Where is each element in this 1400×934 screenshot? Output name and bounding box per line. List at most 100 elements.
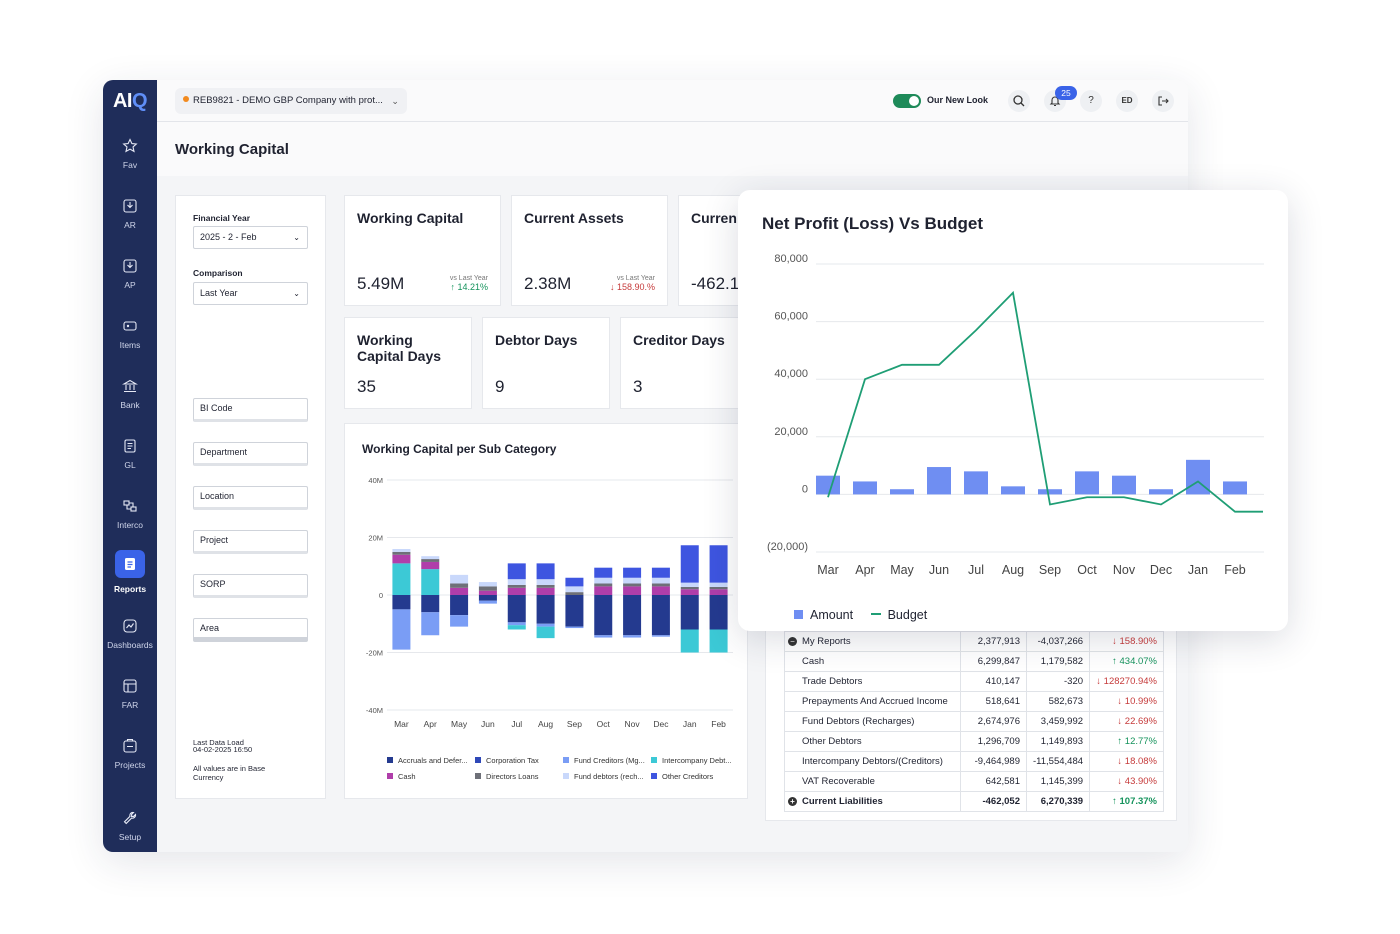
bar-segment[interactable] (623, 586, 642, 595)
bar-segment[interactable] (478, 600, 497, 604)
amount-bar[interactable] (890, 489, 914, 495)
bar-segment[interactable] (392, 563, 411, 595)
bar-segment[interactable] (478, 590, 497, 595)
amount-bar[interactable] (853, 481, 877, 495)
bar-segment[interactable] (623, 635, 642, 638)
bar-segment[interactable] (421, 595, 440, 613)
bar-segment[interactable] (421, 612, 440, 636)
kpi-working-capital-days[interactable]: Working Capital Days 35 (344, 317, 472, 409)
bar-segment[interactable] (623, 595, 642, 636)
bar-segment[interactable] (421, 559, 440, 562)
bar-segment[interactable] (594, 595, 613, 636)
bar-segment[interactable] (536, 584, 555, 588)
bar-segment[interactable] (680, 629, 699, 653)
legend-item[interactable]: Fund Creditors (Mg... (563, 756, 645, 765)
sidebar-item-items[interactable]: Items (103, 318, 157, 366)
table-row[interactable]: − My Reports 2,377,913 -4,037,266 ↓ 158.90% (784, 631, 1165, 652)
sidebar-item-dashboards[interactable]: Dashboards (103, 618, 157, 666)
bar-segment[interactable] (709, 589, 728, 595)
amount-bar[interactable] (1075, 471, 1099, 495)
bar-segment[interactable] (651, 577, 670, 584)
sidebar-item-projects[interactable]: Projects (103, 738, 157, 786)
bar-segment[interactable] (450, 583, 469, 588)
legend-item[interactable]: Fund debtors (rech... (563, 772, 644, 781)
bar-segment[interactable] (709, 545, 728, 583)
bar-segment[interactable] (478, 595, 497, 601)
sidebar-item-ap[interactable]: AP (103, 258, 157, 306)
legend-item[interactable]: Accruals and Defer... (387, 756, 468, 765)
bar-segment[interactable] (623, 567, 642, 578)
bar-segment[interactable] (651, 595, 670, 636)
bar-segment[interactable] (594, 577, 613, 584)
bar-segment[interactable] (507, 563, 526, 580)
bar-segment[interactable] (507, 579, 526, 585)
bar-segment[interactable] (565, 595, 584, 627)
company-selector[interactable]: REB9821 - DEMO GBP Company with prot... … (175, 88, 407, 114)
bar-segment[interactable] (392, 549, 411, 552)
bar-segment[interactable] (536, 623, 555, 627)
bar-segment[interactable] (507, 595, 526, 623)
amount-bar[interactable] (1038, 489, 1062, 495)
expand-icon[interactable]: + (788, 797, 797, 806)
budget-line[interactable] (827, 290, 1263, 513)
kpi-creditor-days[interactable]: Creditor Days 3 (620, 317, 748, 409)
bar-segment[interactable] (594, 586, 613, 595)
bar-segment[interactable] (594, 567, 613, 578)
table-row[interactable]: + Current Liabilities -462,052 6,270,339 ↑ 1… (784, 791, 1165, 812)
financial-year-select[interactable]: 2025 - 2 - Feb ⌄ (193, 226, 308, 249)
sidebar-item-gl[interactable]: GL (103, 438, 157, 486)
bar-segment[interactable] (709, 595, 728, 630)
comparison-select[interactable]: Last Year ⌄ (193, 282, 308, 305)
bar-segment[interactable] (623, 583, 642, 587)
bar-segment[interactable] (709, 586, 728, 590)
bar-segment[interactable] (565, 626, 584, 629)
app-logo[interactable]: AIQ (112, 90, 148, 112)
project-input[interactable]: Project (193, 530, 308, 554)
bar-segment[interactable] (421, 569, 440, 595)
bar-segment[interactable] (392, 551, 411, 555)
search-button[interactable] (1008, 90, 1030, 112)
bar-segment[interactable] (594, 635, 613, 638)
amount-bar[interactable] (927, 467, 951, 495)
bar-segment[interactable] (651, 586, 670, 595)
sidebar-item-interco[interactable]: Interco (103, 498, 157, 546)
bar-segment[interactable] (709, 582, 728, 587)
logout-button[interactable] (1152, 90, 1174, 112)
table-row[interactable]: Fund Debtors (Recharges) 2,674,976 3,459,9… (784, 711, 1165, 732)
bar-segment[interactable] (536, 626, 555, 639)
amount-bar[interactable] (816, 475, 840, 495)
bar-segment[interactable] (565, 586, 584, 593)
sorp-input[interactable]: SORP (193, 574, 308, 598)
table-row[interactable]: Trade Debtors 410,147 -320 ↓ 128270.94% (784, 671, 1165, 692)
amount-bar[interactable] (1112, 475, 1136, 495)
table-row[interactable]: Other Debtors 1,296,709 1,149,893 ↑ 12.77% (784, 731, 1165, 752)
legend-item[interactable]: Cash (387, 772, 416, 781)
bar-segment[interactable] (478, 586, 497, 591)
area-input[interactable]: Area (193, 618, 308, 642)
help-button[interactable]: ? (1080, 90, 1102, 112)
bar-segment[interactable] (392, 609, 411, 650)
kpi-current-assets[interactable]: Current Assets 2.38M vs Last Year ↓ 158.9… (511, 195, 668, 306)
bi-code-input[interactable]: BI Code (193, 398, 308, 422)
bar-segment[interactable] (450, 595, 469, 616)
bar-segment[interactable] (651, 583, 670, 587)
bar-segment[interactable] (536, 563, 555, 580)
bar-segment[interactable] (450, 615, 469, 627)
legend-item[interactable]: Directors Loans (475, 772, 539, 781)
sidebar-item-fav[interactable]: Fav (103, 138, 157, 186)
bar-segment[interactable] (507, 587, 526, 595)
user-avatar[interactable]: ED (1116, 90, 1138, 112)
bar-segment[interactable] (709, 629, 728, 653)
table-row[interactable]: Intercompany Debtors/(Creditors) -9,464,9… (784, 751, 1165, 772)
bar-segment[interactable] (680, 582, 699, 587)
bar-segment[interactable] (507, 622, 526, 626)
department-input[interactable]: Department (193, 442, 308, 466)
bar-segment[interactable] (478, 582, 497, 587)
bar-segment[interactable] (421, 561, 440, 570)
bar-segment[interactable] (536, 587, 555, 595)
bar-segment[interactable] (536, 579, 555, 585)
sidebar-item-reports[interactable]: Reports (103, 550, 157, 598)
bar-segment[interactable] (507, 625, 526, 630)
table-row[interactable]: VAT Recoverable 642,581 1,145,399 ↓ 43.90% (784, 771, 1165, 792)
sidebar-item-ar[interactable]: AR (103, 198, 157, 246)
